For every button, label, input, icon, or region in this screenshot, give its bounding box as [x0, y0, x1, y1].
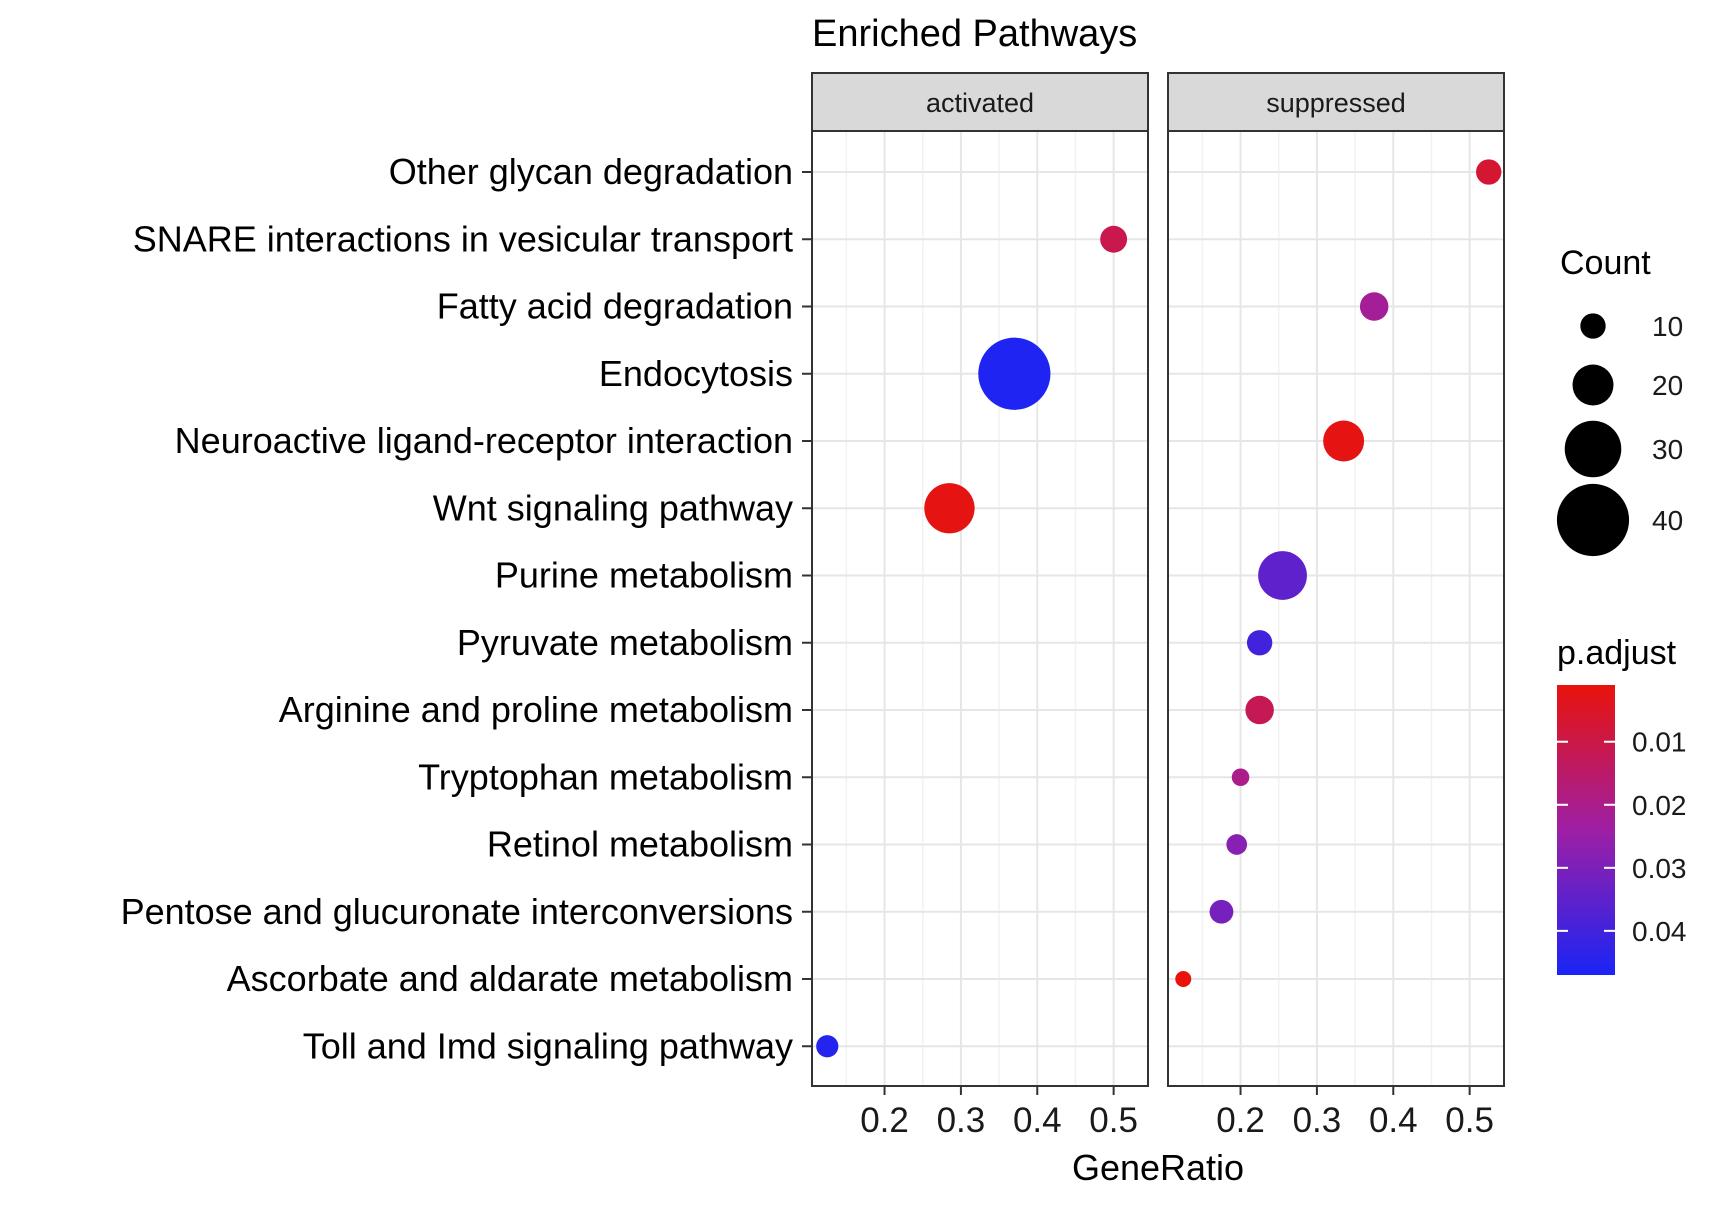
y-tick-label: Retinol metabolism	[487, 824, 793, 865]
y-tick-label: Arginine and proline metabolism	[279, 689, 793, 730]
data-point	[924, 483, 975, 534]
x-tick-label: 0.4	[1013, 1101, 1062, 1140]
data-point	[1245, 695, 1274, 725]
x-tick-label: 0.3	[1293, 1101, 1342, 1140]
size-legend-title: Count	[1560, 244, 1651, 282]
panel-activated: activated 0.2 0.3 0.4 0.5	[811, 72, 1149, 1140]
color-legend-label: 0.04	[1632, 916, 1687, 947]
size-legend-key	[1564, 420, 1622, 478]
y-tick-label: Toll and Imd signaling pathway	[303, 1025, 793, 1066]
data-point	[1359, 292, 1389, 321]
size-legend-key	[1572, 364, 1614, 406]
size-legend-label: 30	[1652, 434, 1683, 465]
y-tick-label: Pyruvate metabolism	[457, 622, 793, 663]
y-tick-label: Endocytosis	[599, 353, 793, 394]
color-legend-label: 0.03	[1632, 853, 1687, 884]
size-legend-label: 10	[1652, 311, 1683, 342]
facet-label: activated	[926, 88, 1034, 118]
y-tick-label: Neuroactive ligand-receptor interaction	[175, 420, 793, 461]
data-point	[1258, 551, 1307, 600]
facet-label: suppressed	[1266, 88, 1406, 118]
color-legend-title: p.adjust	[1557, 634, 1677, 672]
color-legend-label: 0.01	[1632, 727, 1687, 758]
x-tick-label: 0.5	[1445, 1101, 1494, 1140]
y-tick-label: Tryptophan metabolism	[418, 756, 793, 797]
y-tick-label: Wnt signaling pathway	[433, 487, 793, 528]
color-bar	[1557, 685, 1615, 975]
chart-title: Enriched Pathways	[812, 13, 1137, 55]
size-legend-label: 40	[1652, 505, 1683, 536]
data-point	[1476, 159, 1502, 185]
data-point	[1175, 971, 1192, 987]
y-tick-label: Other glycan degradation	[389, 151, 793, 192]
size-legend-label: 20	[1652, 370, 1683, 401]
y-tick-label: SNARE interactions in vesicular transpor…	[133, 218, 793, 259]
data-point	[1209, 899, 1234, 924]
data-point	[1323, 420, 1365, 462]
y-tick-label: Pentose and glucuronate interconversions	[121, 891, 793, 932]
x-tick-label: 0.4	[1369, 1101, 1418, 1140]
panel-background	[812, 131, 1148, 1086]
y-tick-label: Purine metabolism	[495, 555, 793, 596]
size-legend-key	[1580, 313, 1606, 339]
x-tick-label: 0.5	[1089, 1101, 1138, 1140]
x-axis-label: GeneRatio	[1072, 1147, 1244, 1188]
data-point	[816, 1035, 839, 1058]
facet-strip	[1167, 72, 1505, 132]
data-point	[1246, 630, 1273, 656]
facet-strip	[811, 72, 1149, 132]
data-point	[1100, 225, 1128, 253]
panel-suppressed: suppressed 0.2 0.3 0.4 0.5	[1167, 72, 1505, 1140]
data-point	[978, 337, 1051, 410]
x-tick-label: 0.3	[937, 1101, 986, 1140]
x-tick-label: 0.2	[860, 1101, 909, 1140]
color-legend-label: 0.02	[1632, 790, 1687, 821]
data-point	[1231, 768, 1250, 787]
y-tick-label: Fatty acid degradation	[437, 286, 793, 327]
x-tick-label: 0.2	[1216, 1101, 1265, 1140]
data-point	[1226, 834, 1248, 855]
panel-background	[1168, 131, 1504, 1086]
size-legend-key	[1556, 483, 1630, 557]
y-tick-label: Ascorbate and aldarate metabolism	[227, 958, 793, 999]
